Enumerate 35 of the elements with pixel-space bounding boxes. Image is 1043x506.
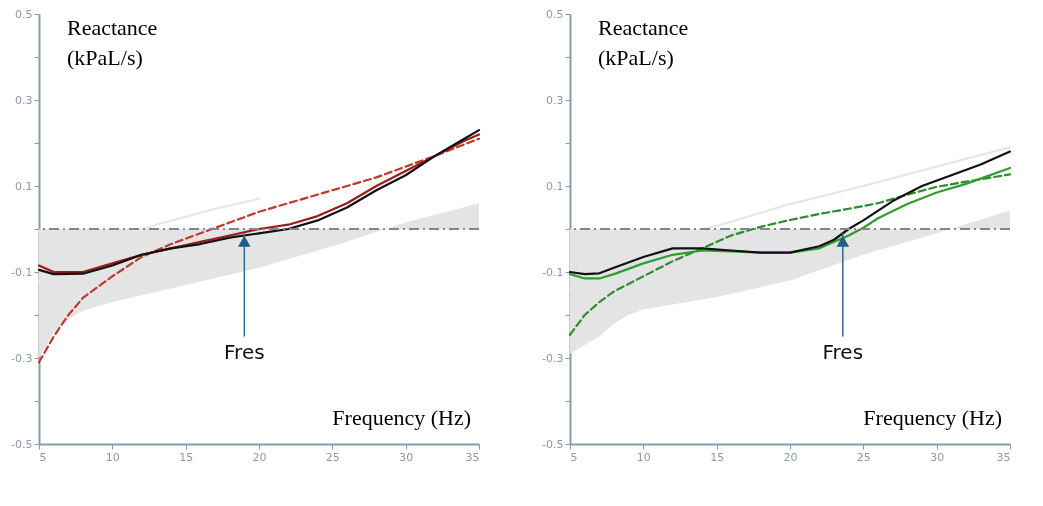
y-axis-title: Reactance (kPaL/s) [67,15,158,70]
y-tick-label: 0.3 [546,93,564,107]
y-tick-label: -0.3 [542,351,564,365]
y-tick-label: 0.5 [15,7,33,21]
y-axis-title: Reactance (kPaL/s) [598,15,689,70]
x-tick-label: 35 [465,450,480,464]
x-tick-label: 30 [399,450,414,464]
line-series [568,173,1012,336]
line-series [37,137,481,364]
line-series [568,166,1012,280]
annotation: Fres [224,339,265,364]
x-tick-label: 5 [570,450,578,464]
x-tick-label: 30 [930,450,945,464]
y-tick-label: -0.5 [11,437,33,451]
x-axis-title: Frequency (Hz) [863,405,1002,430]
annotation: Fres [822,339,864,364]
x-tick-label: 25 [856,450,871,464]
y-tick-label: -0.3 [11,351,33,365]
x-tick-label: 35 [996,450,1011,464]
x-tick-label: 5 [39,450,47,464]
x-tick-label: 10 [105,450,120,464]
x-tick-label: 25 [325,450,340,464]
x-tick-label: 15 [710,450,725,464]
y-tick-label: -0.1 [542,265,564,279]
x-tick-label: 20 [783,450,798,464]
y-tick-label: -0.1 [11,265,33,279]
x-tick-label: 10 [636,450,651,464]
y-tick-label: 0.5 [546,7,564,21]
y-tick-label: 0.3 [15,93,33,107]
x-tick-label: 20 [252,450,267,464]
x-axis-title: Frequency (Hz) [332,405,471,430]
x-tick-label: 15 [179,450,194,464]
y-tick-label: -0.5 [542,437,564,451]
y-tick-label: 0.1 [546,179,564,193]
y-tick-label: 0.1 [15,179,33,193]
